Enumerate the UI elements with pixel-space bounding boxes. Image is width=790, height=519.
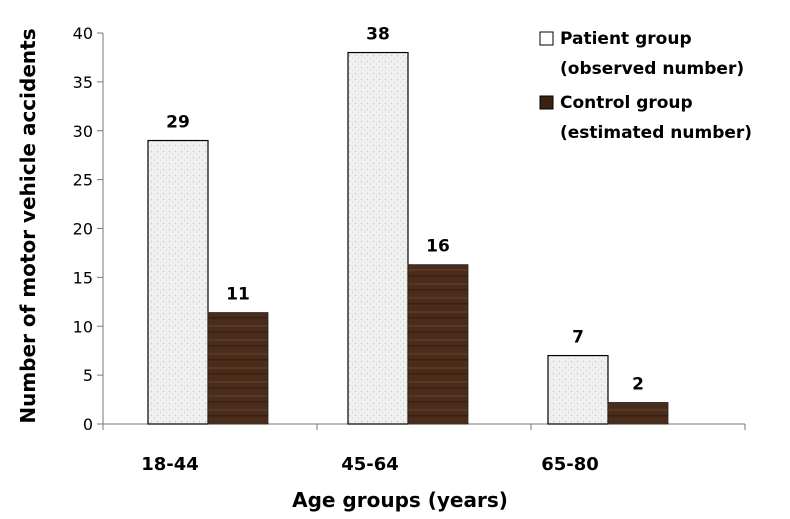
x-axis-title: Age groups (years) [292,488,508,512]
y-tick-label: 40 [73,24,93,43]
y-ticks: 0 5 10 15 20 25 30 35 40 [73,24,103,434]
x-tick-label: 18-44 [141,454,199,475]
data-labels: 29 38 7 11 16 2 [166,25,644,395]
bar-patient-group [347,51,409,425]
x-ticks: 18-44 45-64 65-80 [102,424,746,475]
y-tick-label: 5 [83,366,93,385]
bar-control-group [607,402,669,425]
y-tick-label: 15 [73,268,93,287]
y-tick-label: 20 [73,220,93,239]
y-tick-label: 30 [73,122,93,141]
bar-control-group [407,264,469,425]
legend-swatch-control [539,95,554,110]
y-axis-title: Number of motor vehicle accidents [16,28,40,423]
bar-patient-group [547,354,609,425]
data-label: 29 [166,113,190,133]
x-tick-label: 45-64 [341,454,399,475]
data-label: 7 [572,328,584,348]
legend-label: (observed number) [560,59,744,79]
data-label: 11 [226,285,250,305]
data-label: 38 [366,25,390,45]
data-label: 16 [426,237,450,257]
bar-control-group [207,312,269,425]
y-tick-label: 35 [73,73,93,92]
legend-label: Patient group [560,29,692,49]
x-tick-label: 65-80 [541,454,599,475]
y-tick-label: 0 [83,415,93,434]
legend-label: (estimated number) [560,123,752,143]
data-label: 2 [632,374,644,394]
bar-patient-group [147,139,209,425]
y-tick-label: 25 [73,171,93,190]
bars [147,51,669,425]
legend-swatch-patient [539,31,554,46]
y-tick-label: 10 [73,317,93,336]
legend: Patient group (observed number) Control gr… [539,29,752,143]
legend-label: Control group [560,93,693,113]
